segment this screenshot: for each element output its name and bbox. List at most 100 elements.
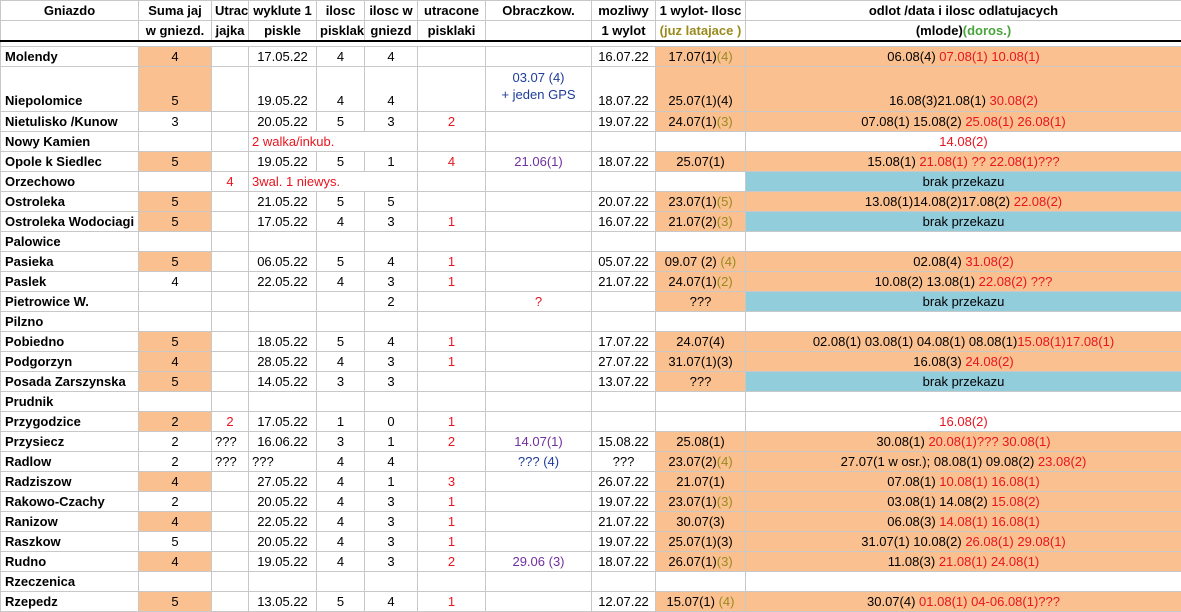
nest-name-text: Ostroleka Wodociagi [5, 214, 134, 229]
wylot-latajace: (4) [717, 454, 733, 469]
utrac-cell [212, 512, 249, 532]
utrac-cell [212, 312, 249, 332]
wylot-cell: 24.07(1)(2) [656, 272, 746, 292]
odlot-cell: 30.07(4) 01.08(1) 04-06.08(1)??? [746, 592, 1181, 612]
utracone-cell [418, 232, 486, 252]
odlot-cell: 06.08(3) 14.08(1) 16.08(1) [746, 512, 1181, 532]
mozliwy-cell: 21.07.22 [592, 272, 656, 292]
wyklute-cell-text: 28.05.22 [257, 354, 308, 369]
ilosc-cell: 5 [317, 192, 365, 212]
utracone-cell [418, 572, 486, 592]
obraczk-cell [486, 172, 592, 192]
obraczk-cell [486, 592, 592, 612]
ilosc-w-cell: 3 [365, 492, 418, 512]
wylot-latajace: (3) [717, 114, 733, 129]
obraczk-cell: 03.07 (4)+ jeden GPS [486, 67, 592, 112]
odlot-text: 30.07(4) [867, 594, 919, 609]
suma-cell: 4 [139, 272, 212, 292]
nest-name-text: Nietulisko /Kunow [5, 114, 118, 129]
ilosc-w-cell-text: 2 [387, 294, 394, 309]
mozliwy-cell: 05.07.22 [592, 252, 656, 272]
mozliwy-cell-text: 21.07.22 [598, 514, 649, 529]
header-cell: odlot /data i ilosc odlatujacych [746, 1, 1181, 21]
wylot-cell: 25.08(1) [656, 432, 746, 452]
mozliwy-cell [592, 132, 656, 152]
wyklute-cell: 06.05.22 [249, 252, 317, 272]
suma-cell-text: 4 [171, 474, 178, 489]
utracone-cell [418, 452, 486, 472]
odlot-text: brak przekazu [923, 214, 1005, 229]
ilosc-w-cell-text: 3 [387, 554, 394, 569]
ilosc-w-cell: 3 [365, 512, 418, 532]
wylot-cell [656, 412, 746, 432]
obraczk-cell [486, 112, 592, 132]
note-cell: 3wal. 1 niewys. [249, 172, 418, 192]
wylot-cell: 26.07(1)(3) [656, 552, 746, 572]
ilosc-cell-text: 5 [337, 194, 344, 209]
odlot-cell: brak przekazu [746, 172, 1181, 192]
nest-name: Nietulisko /Kunow [1, 112, 139, 132]
ilosc-cell-text: 5 [337, 594, 344, 609]
suma-cell: 5 [139, 212, 212, 232]
note-text: 2 walka/inkub. [252, 134, 334, 149]
obraczk-cell [486, 252, 592, 272]
mozliwy-cell [592, 312, 656, 332]
mozliwy-cell-text: 17.07.22 [598, 334, 649, 349]
odlot-doros: 30.08(2) [990, 93, 1038, 108]
suma-cell [139, 572, 212, 592]
nest-name-text: Ostroleka [5, 194, 65, 209]
obraczk-cell: 14.07(1) [486, 432, 592, 452]
odlot-text: 03.08(1) 14.08(2) [887, 494, 991, 509]
nest-name: Niepolomice [1, 67, 139, 112]
table-row: Prudnik [1, 392, 1181, 412]
suma-cell [139, 132, 212, 152]
nest-name-text: Pasieka [5, 254, 53, 269]
utrac-cell [212, 47, 249, 67]
utracone-cell-text: 1 [448, 274, 455, 289]
mozliwy-cell [592, 292, 656, 312]
odlot-cell: 03.08(1) 14.08(2) 15.08(2) [746, 492, 1181, 512]
mozliwy-cell [592, 172, 656, 192]
suma-cell-text: 5 [171, 93, 178, 108]
mozliwy-cell-text: ??? [613, 454, 635, 469]
ilosc-w-cell: 5 [365, 192, 418, 212]
header-cell: mozliwy [592, 1, 656, 21]
odlot-cell: 11.08(3) 21.08(1) 24.08(1) [746, 552, 1181, 572]
header-cell: pisklak [317, 21, 365, 42]
nest-name: Pietrowice W. [1, 292, 139, 312]
ilosc-cell: 4 [317, 492, 365, 512]
wyklute-cell: 21.05.22 [249, 192, 317, 212]
nest-name-text: Orzechowo [5, 174, 75, 189]
wylot-cell [656, 232, 746, 252]
ilosc-w-cell-text: 3 [387, 214, 394, 229]
suma-cell-text: 5 [171, 254, 178, 269]
suma-cell-text: 5 [171, 594, 178, 609]
ilosc-cell: 4 [317, 512, 365, 532]
obraczk-cell [486, 212, 592, 232]
utracone-cell: 1 [418, 212, 486, 232]
mozliwy-cell: 12.07.22 [592, 592, 656, 612]
ilosc-w-cell-text: 4 [387, 334, 394, 349]
suma-cell-text: 3 [171, 114, 178, 129]
wylot-latajace: (4) [717, 254, 737, 269]
utrac-cell [212, 492, 249, 512]
nest-name-text: Pobiedno [5, 334, 64, 349]
wylot-cell: ??? [656, 372, 746, 392]
utracone-cell: 2 [418, 432, 486, 452]
nest-name: Ranizow [1, 512, 139, 532]
wyklute-cell [249, 292, 317, 312]
wylot-cell: 30.07(3) [656, 512, 746, 532]
wylot-text: 09.07 (2) [665, 254, 717, 269]
wylot-cell: 24.07(1)(3) [656, 112, 746, 132]
nest-name: Przygodzice [1, 412, 139, 432]
utracone-cell: 1 [418, 512, 486, 532]
wyklute-cell: 27.05.22 [249, 472, 317, 492]
ilosc-w-cell-text: 3 [387, 534, 394, 549]
nest-name: Palowice [1, 232, 139, 252]
header-cell: 1 wylot [592, 21, 656, 42]
header-cell: w gniezd. [139, 21, 212, 42]
